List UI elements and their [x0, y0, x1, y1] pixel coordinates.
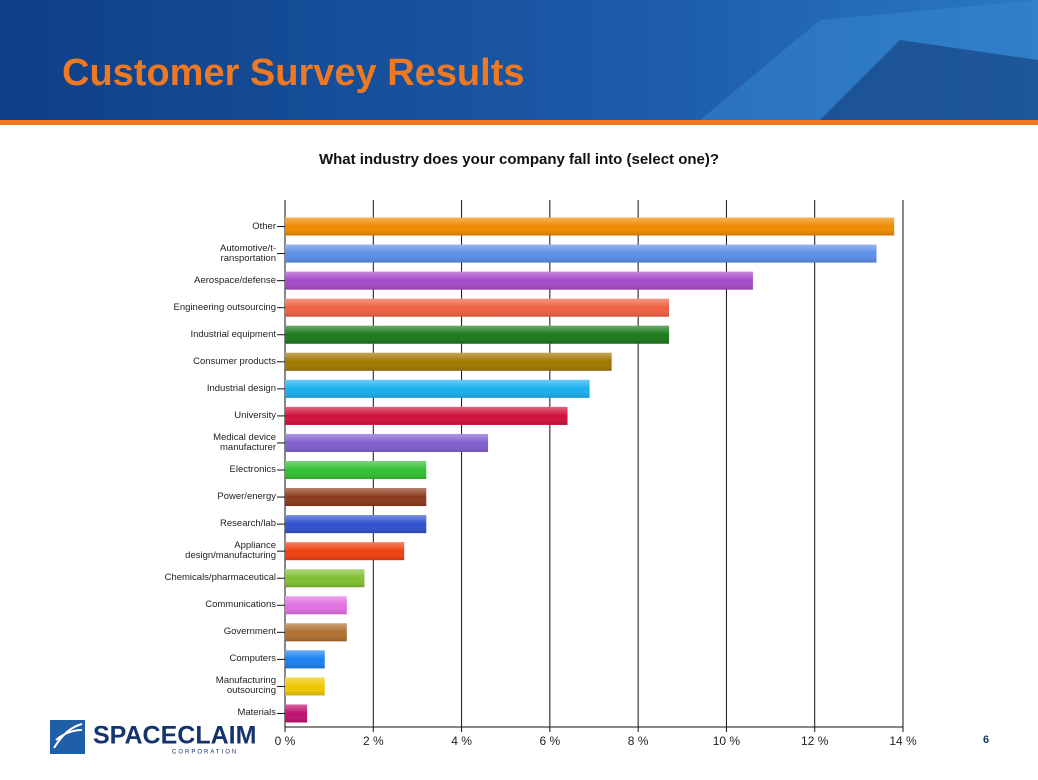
- header-decor: [820, 40, 1038, 120]
- bar-gloss: [285, 217, 895, 236]
- bar-gloss: [285, 515, 427, 534]
- y-tick-label: Engineering outsourcing: [173, 301, 276, 313]
- y-tick-label: Aerospace/defense: [194, 274, 276, 286]
- bar-gloss: [285, 569, 365, 588]
- x-tick-label: 0 %: [275, 734, 296, 748]
- bar-gloss: [285, 488, 427, 507]
- bar-gloss: [285, 596, 347, 615]
- y-tick-label: Computers: [229, 653, 276, 665]
- bar-gloss: [285, 379, 590, 398]
- y-tick-label: Medical device manufacturer: [213, 431, 276, 453]
- y-tick-label: Research/lab: [220, 518, 276, 530]
- x-tick-label: 2 %: [363, 734, 384, 748]
- x-tick-label: 8 %: [628, 734, 649, 748]
- y-tick-label: Communications: [205, 599, 276, 611]
- bar-gloss: [285, 433, 489, 452]
- bar-gloss: [285, 406, 568, 425]
- bar-gloss: [285, 623, 347, 642]
- y-tick-label: Appliance design/manufacturing: [185, 540, 276, 562]
- y-tick-label: Industrial equipment: [190, 328, 276, 340]
- x-tick-label: 4 %: [451, 734, 472, 748]
- bar-gloss: [285, 352, 612, 371]
- logo: SPACECLAIM CORPORATION: [50, 720, 256, 756]
- x-tick-label: 12 %: [801, 734, 829, 748]
- y-tick-label: Automotive/t- ransportation: [220, 242, 276, 264]
- x-tick-label: 6 %: [540, 734, 561, 748]
- bar-gloss: [285, 461, 427, 479]
- bar-gloss: [285, 244, 877, 263]
- page-number: 6: [983, 734, 989, 746]
- bar-gloss: [285, 298, 670, 317]
- x-tick-label: 10 %: [713, 734, 741, 748]
- x-tick-label: 14 %: [889, 734, 917, 748]
- y-tick-label: University: [234, 409, 276, 421]
- bar-gloss: [285, 677, 325, 696]
- y-tick-label: Manufacturing outsourcing: [215, 675, 276, 697]
- header-rule: [0, 120, 1038, 125]
- y-tick-label: Government: [223, 626, 276, 638]
- y-tick-label: Electronics: [229, 464, 276, 475]
- bar-gloss: [285, 704, 308, 723]
- y-tick-label: Chemicals/pharmaceutical: [164, 572, 276, 584]
- y-tick-label: Power/energy: [217, 491, 276, 503]
- bar-gloss: [285, 325, 670, 344]
- y-tick-label: Industrial design: [206, 382, 276, 394]
- logo-subtitle: CORPORATION: [172, 750, 238, 756]
- y-tick-label: Other: [252, 220, 276, 232]
- logo-text: SPACECLAIM: [93, 722, 256, 750]
- y-tick-label: Materials: [237, 707, 276, 719]
- bar-gloss: [285, 271, 753, 290]
- bar-gloss: [285, 650, 325, 669]
- logo-icon-lines: [53, 723, 83, 749]
- bar-gloss: [285, 542, 405, 561]
- slide-title: Customer Survey Results: [62, 52, 525, 94]
- y-tick-label: Consumer products: [193, 355, 276, 367]
- chart-title: What industry does your company fall int…: [319, 151, 719, 168]
